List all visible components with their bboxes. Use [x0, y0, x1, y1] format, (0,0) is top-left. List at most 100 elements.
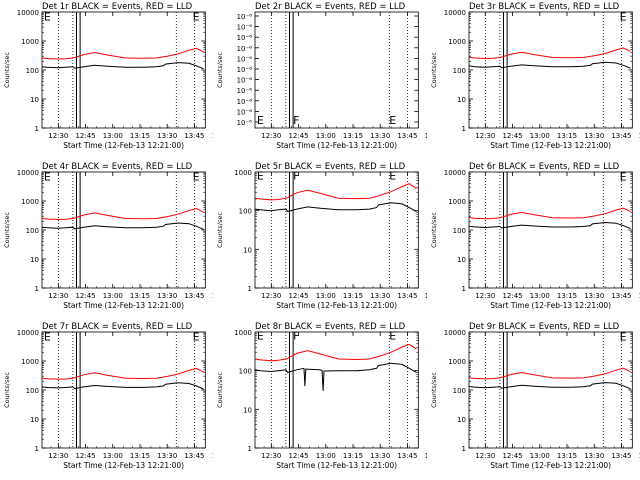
events-series-line — [468, 221, 631, 230]
y-tick-label: 10⁻⁶ — [237, 66, 253, 74]
x-tick-label: 12:30 — [475, 132, 495, 140]
y-axis-label: Counts/sec — [216, 372, 224, 408]
detector-plot-6: Det 6r BLACK = Events, RED = LLD 1 10 100 10… — [430, 162, 640, 310]
y-tick-label: 10000 — [443, 9, 465, 17]
y-tick-label: 1 — [35, 445, 39, 453]
detector-plot-8: Det 8r BLACK = Events, RED = LLD 1 10 100 10… — [216, 322, 427, 470]
x-tick-label: 13:15 — [343, 132, 363, 140]
y-tick-label: 10000 — [443, 169, 465, 177]
x-tick-label: 13:45 — [184, 292, 204, 300]
x-tick-label: 12:30 — [262, 132, 282, 140]
y-tick-label: 100 — [26, 227, 39, 235]
y-tick-label: 1000 — [21, 198, 39, 206]
x-tick-label: 12:30 — [475, 452, 495, 460]
x-tick-label: 13:30 — [584, 132, 604, 140]
y-axis-label: Counts/sec — [430, 52, 438, 88]
detector-plot-4: Det 4r BLACK = Events, RED = LLD 1 10 100 10… — [3, 162, 213, 310]
event-letter: E — [390, 170, 397, 183]
x-tick-label: 12:45 — [75, 132, 95, 140]
plot-title: Det 7r BLACK = Events, RED = LLD — [42, 322, 193, 332]
y-tick-label: 10000 — [17, 169, 39, 177]
event-letter: E — [257, 170, 264, 183]
plot-frame — [41, 171, 206, 289]
y-tick-label: 10⁻⁶ — [237, 24, 253, 32]
plot-title: Det 5r BLACK = Events, RED = LLD — [255, 162, 406, 172]
x-tick-label: 13:00 — [316, 132, 336, 140]
y-tick-label: 10 — [457, 96, 466, 104]
x-tick-label: 13:45 — [398, 452, 418, 460]
x-tick-label: 13:30 — [584, 452, 604, 460]
plot-title: Det 1r BLACK = Events, RED = LLD — [42, 2, 193, 12]
x-tick-label: 12:30 — [48, 292, 68, 300]
x-tick-label: 13:45 — [611, 132, 631, 140]
y-axis-label: Counts/sec — [430, 212, 438, 248]
y-tick-label: 100 — [239, 208, 252, 216]
y-tick-label: 100 — [452, 387, 465, 395]
x-tick-label: 13:00 — [529, 132, 549, 140]
y-tick-label: 10⁻⁶ — [237, 108, 253, 116]
y-tick-label: 100 — [239, 368, 252, 376]
x-tick-label: 13:15 — [557, 132, 577, 140]
plot-title: Det 6r BLACK = Events, RED = LLD — [469, 162, 620, 172]
plot-frame — [254, 11, 420, 129]
plot-frame — [254, 171, 420, 289]
x-tick-label: 13:30 — [584, 292, 604, 300]
y-tick-label: 1 — [461, 445, 465, 453]
event-letter: E — [44, 170, 51, 183]
lld-series-line — [255, 183, 418, 201]
y-tick-label: 10000 — [443, 329, 465, 337]
plot-frame — [41, 11, 206, 129]
plot-title: Det 2r BLACK = Events, RED = LLD — [255, 2, 406, 12]
y-tick-label: 1 — [35, 125, 39, 133]
events-series-line — [468, 61, 631, 69]
x-tick-label: 13:30 — [157, 132, 177, 140]
x-tick-label: 13:00 — [103, 292, 123, 300]
lld-series-line — [41, 47, 204, 60]
lld-series-line — [468, 207, 631, 220]
y-axis-label: Counts/sec — [3, 52, 11, 88]
y-tick-label: 100 — [26, 67, 39, 75]
events-series-line — [468, 382, 631, 390]
y-tick-label: 10 — [457, 416, 466, 424]
plot-frame — [254, 331, 420, 449]
x-tick-label: 12:30 — [48, 132, 68, 140]
y-tick-label: 1000 — [448, 38, 466, 46]
y-tick-label: 10⁻⁶ — [237, 34, 253, 42]
lld-series-line — [255, 343, 418, 362]
x-tick-label: 14:00 — [425, 452, 427, 460]
event-letter: E — [390, 330, 397, 343]
y-tick-label: 1 — [461, 125, 465, 133]
y-tick-label: 1000 — [21, 38, 39, 46]
y-tick-label: 10 — [243, 246, 252, 254]
y-axis-label: Counts/sec — [3, 212, 11, 248]
plot-title: Det 9r BLACK = Events, RED = LLD — [469, 322, 620, 332]
events-series-line — [41, 62, 204, 70]
y-tick-label: 100 — [452, 227, 465, 235]
event-letter: E — [44, 330, 51, 343]
y-tick-label: 100 — [452, 67, 465, 75]
x-tick-label: 12:30 — [475, 292, 495, 300]
x-tick-label: 14:00 — [425, 292, 427, 300]
event-letter: E — [390, 114, 397, 127]
plot-frame — [468, 331, 633, 449]
x-tick-label: 12:45 — [502, 132, 522, 140]
x-axis-label: Start Time (12-Feb-13 12:21:00) — [63, 301, 184, 310]
detector-plot-7: Det 7r BLACK = Events, RED = LLD 1 10 100 10… — [3, 322, 213, 470]
x-tick-label: 13:45 — [611, 292, 631, 300]
events-series-line — [41, 382, 204, 390]
x-tick-label: 12:45 — [502, 452, 522, 460]
plot-title: Det 8r BLACK = Events, RED = LLD — [255, 322, 406, 332]
detector-plot-3: Det 3r BLACK = Events, RED = LLD 1 10 100 10… — [430, 2, 640, 150]
plot-title: Det 4r BLACK = Events, RED = LLD — [42, 162, 193, 172]
x-axis-label: Start Time (12-Feb-13 12:21:00) — [277, 141, 398, 150]
x-tick-label: 12:30 — [48, 452, 68, 460]
y-tick-label: 10⁻⁶ — [237, 55, 253, 63]
event-letter: E — [257, 114, 264, 127]
x-tick-label: 13:15 — [130, 132, 150, 140]
y-axis-label: Counts/sec — [216, 52, 224, 88]
y-axis-label: Counts/sec — [3, 372, 11, 408]
plot-frame — [468, 11, 633, 129]
detector-plot-1: Det 1r BLACK = Events, RED = LLD 1 10 100 10… — [3, 2, 213, 150]
event-letter: E — [193, 330, 200, 343]
detector-plot-9: Det 9r BLACK = Events, RED = LLD 1 10 100 10… — [430, 322, 640, 470]
